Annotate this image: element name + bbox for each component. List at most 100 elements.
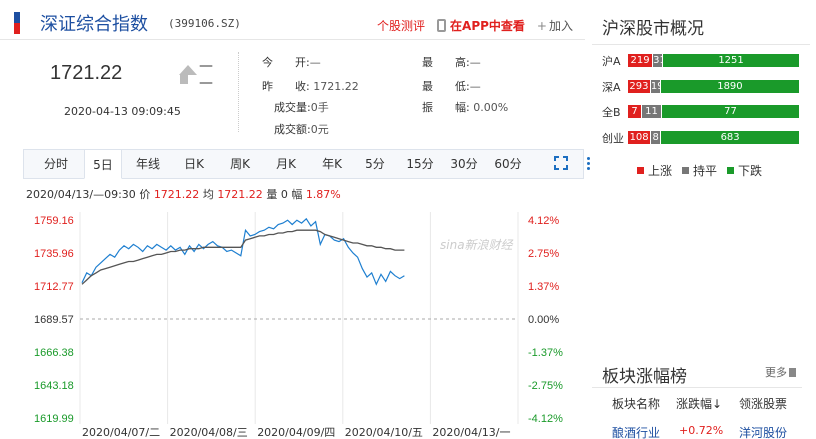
sector-name-cell[interactable]: 酿酒行业 [612, 426, 661, 439]
amplitude-stat: 振 幅: 0.00% [422, 101, 509, 114]
tab-year-line[interactable]: 年线 [135, 157, 160, 171]
y-tick-label: 1666.38 [34, 347, 74, 359]
market-bar-up: 7 [628, 105, 641, 118]
app-link[interactable]: 在APP中查看 [437, 17, 525, 34]
col-change[interactable]: 涨跌幅↓ [676, 397, 723, 411]
average-line [81, 229, 405, 285]
price-line [81, 217, 405, 286]
header-links: 个股测评 在APP中查看 + 加入 [377, 17, 573, 34]
high-stat: 最 高:— [422, 56, 481, 69]
market-bar-flat: 19 [650, 80, 660, 93]
sector-ranking-title: 板块涨幅榜 [602, 367, 687, 387]
market-row-label: 深A [602, 81, 621, 94]
open-stat: 今 开:— [262, 56, 321, 69]
y-tick-label-right: -1.37% [528, 347, 563, 359]
change-amount: — [199, 58, 213, 74]
review-link[interactable]: 个股测评 [377, 19, 426, 33]
amount-stat: 成交额:0元 [274, 123, 329, 136]
more-icon [789, 368, 796, 377]
y-tick-label: 1759.16 [34, 215, 74, 227]
market-bar-flat: 8 [651, 131, 661, 144]
x-tick-label: 2020/04/13/一 [432, 426, 510, 439]
y-tick-label-right: -2.75% [528, 380, 563, 392]
divider [592, 387, 802, 388]
timestamp: 2020-04-13 09:09:45 [64, 105, 181, 118]
market-bar-flat: 31 [653, 54, 663, 67]
divider [238, 52, 239, 132]
x-tick-label: 2020/04/08/三 [170, 426, 248, 439]
market-overview-title: 沪深股市概况 [602, 19, 704, 39]
y-tick-label: 1735.96 [34, 248, 74, 260]
col-sector-name: 板块名称 [612, 397, 661, 411]
legend-flat: 持平 [682, 162, 717, 179]
y-tick-label: 1712.77 [34, 281, 74, 293]
market-row: 创业 108 8 683 [602, 130, 802, 145]
market-row: 全B 7 11 77 [602, 104, 802, 119]
sector-change-cell: +0.72% [679, 424, 724, 437]
period-tabs: 分时 5日 年线 日K 周K 月K 年K 5分 15分 30分 60分 [23, 149, 590, 179]
x-tick-label: 2020/04/09/四 [257, 426, 335, 439]
col-leader: 领涨股票 [739, 397, 788, 411]
market-row: 深A 293191890 [602, 79, 802, 94]
market-bar-up: 219 [628, 54, 653, 67]
y-tick-label-right: 2.75% [528, 248, 559, 260]
watermark: sina新浪财经 [440, 238, 515, 252]
low-stat: 最 低:— [422, 80, 481, 93]
sector-leader-cell[interactable]: 洋河股份 [739, 426, 788, 439]
market-row-label: 创业 [602, 132, 624, 145]
market-bar-up: 293 [628, 80, 650, 93]
more-link[interactable]: 更多 [765, 364, 796, 380]
chart-info-line: 2020/04/13/—09:30 价 1721.22 均 1721.22 量 … [26, 188, 341, 201]
market-legend: 上涨 持平 下跌 [637, 162, 762, 179]
tab-yearly-k[interactable]: 年K [322, 157, 342, 171]
y-tick-label: 1619.99 [34, 413, 74, 425]
market-row-label: 沪A [602, 55, 621, 68]
divider [592, 44, 810, 45]
tab-monthly-k[interactable]: 月K [276, 157, 296, 171]
page-title: 深证综合指数 [40, 14, 148, 35]
flag-icon [14, 12, 20, 34]
market-bar-down: 1251 [663, 54, 799, 67]
market-bar-down: 1890 [660, 80, 799, 93]
fullscreen-icon[interactable] [554, 156, 568, 170]
y-tick-label-right: -4.12% [528, 413, 563, 425]
tab-daily-k[interactable]: 日K [184, 157, 204, 171]
tab-30min[interactable]: 30分 [450, 157, 478, 171]
change-percent: — [199, 75, 213, 91]
tab-15min[interactable]: 15分 [406, 157, 434, 171]
market-bar-down: 683 [661, 131, 799, 144]
change-values: — — [199, 58, 213, 92]
x-tick-label: 2020/04/10/五 [345, 426, 423, 439]
tab-5day[interactable]: 5日 [84, 149, 122, 179]
phone-icon [437, 19, 447, 32]
tab-5min[interactable]: 5分 [365, 157, 385, 171]
market-bar-down: 77 [661, 105, 799, 118]
tab-minute[interactable]: 分时 [43, 157, 68, 171]
add-watchlist-link[interactable]: + 加入 [536, 19, 573, 33]
market-bar-flat: 11 [642, 105, 661, 118]
arrow-stem [180, 75, 188, 84]
market-bar-up: 108 [628, 131, 651, 144]
x-tick-label: 2020/04/07/二 [82, 426, 160, 439]
y-tick-label-right: 1.37% [528, 281, 559, 293]
y-tick-label: 1643.18 [34, 380, 74, 392]
current-price: 1721.22 [50, 62, 123, 84]
arrow-up-icon [179, 65, 197, 75]
tab-weekly-k[interactable]: 周K [230, 157, 250, 171]
y-tick-label-right: 0.00% [528, 314, 559, 326]
y-tick-label-right: 4.12% [528, 215, 559, 227]
prev-close-stat: 昨 收: 1721.22 [262, 80, 359, 93]
header-bar: 深证综合指数 (399106.SZ) 个股测评 在APP中查看 + 加入 [0, 8, 585, 40]
tab-60min[interactable]: 60分 [494, 157, 522, 171]
legend-up: 上涨 [637, 162, 672, 179]
market-row: 沪A 219311251 [602, 53, 802, 68]
stock-code: (399106.SZ) [168, 17, 241, 30]
legend-down: 下跌 [727, 162, 762, 179]
y-tick-label: 1689.57 [34, 314, 74, 326]
volume-stat: 成交量:0手 [274, 101, 329, 114]
more-options-icon[interactable] [587, 155, 591, 173]
market-row-label: 全B [602, 106, 621, 119]
quote-panel: 深证综合指数 (399106.SZ) 个股测评 在APP中查看 + 加入 1721… [0, 8, 590, 439]
price-block: 1721.22 [50, 62, 122, 85]
